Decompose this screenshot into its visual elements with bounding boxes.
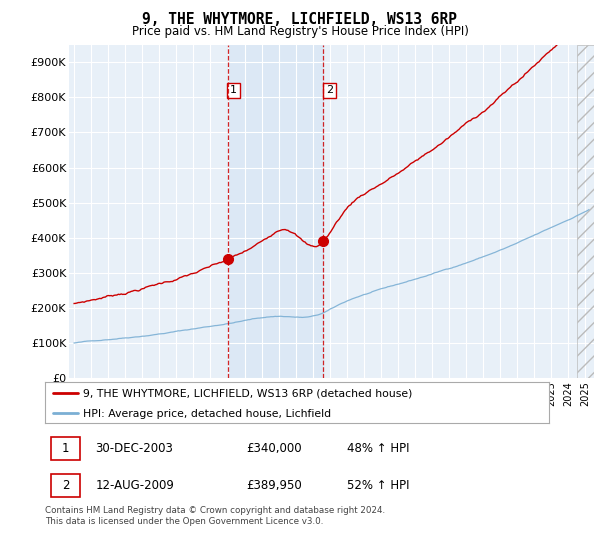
Text: 1: 1 xyxy=(62,442,70,455)
Text: 52% ↑ HPI: 52% ↑ HPI xyxy=(347,479,410,492)
Text: 48% ↑ HPI: 48% ↑ HPI xyxy=(347,442,410,455)
Text: 1: 1 xyxy=(230,85,237,95)
Text: Contains HM Land Registry data © Crown copyright and database right 2024.
This d: Contains HM Land Registry data © Crown c… xyxy=(45,506,385,526)
Text: £389,950: £389,950 xyxy=(247,479,302,492)
Bar xyxy=(577,45,600,378)
Bar xyxy=(227,45,323,378)
Text: 12-AUG-2009: 12-AUG-2009 xyxy=(95,479,174,492)
Text: 9, THE WHYTMORE, LICHFIELD, WS13 6RP (detached house): 9, THE WHYTMORE, LICHFIELD, WS13 6RP (de… xyxy=(83,389,412,399)
Text: 9, THE WHYTMORE, LICHFIELD, WS13 6RP: 9, THE WHYTMORE, LICHFIELD, WS13 6RP xyxy=(143,12,458,27)
Text: Price paid vs. HM Land Registry's House Price Index (HPI): Price paid vs. HM Land Registry's House … xyxy=(131,25,469,38)
Text: 2: 2 xyxy=(326,85,333,95)
FancyBboxPatch shape xyxy=(51,437,80,460)
Text: 2: 2 xyxy=(62,479,70,492)
Text: 30-DEC-2003: 30-DEC-2003 xyxy=(95,442,173,455)
Text: HPI: Average price, detached house, Lichfield: HPI: Average price, detached house, Lich… xyxy=(83,409,331,419)
Text: £340,000: £340,000 xyxy=(247,442,302,455)
FancyBboxPatch shape xyxy=(51,474,80,497)
